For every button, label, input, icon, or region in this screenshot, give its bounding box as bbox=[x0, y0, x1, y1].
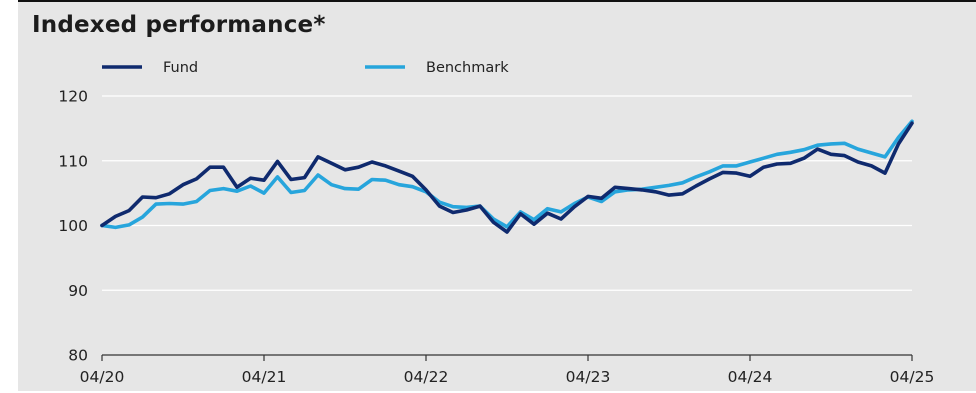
x-tick-label: 04/25 bbox=[890, 368, 935, 386]
y-tick-label: 100 bbox=[58, 217, 88, 235]
series-line-benchmark bbox=[100, 119, 914, 230]
legend-label-fund: Fund bbox=[163, 60, 198, 76]
series-line-fund bbox=[100, 121, 914, 234]
chart-title: Indexed performance* bbox=[32, 12, 326, 38]
x-tick-label: 04/23 bbox=[566, 368, 611, 386]
y-tick-label: 80 bbox=[68, 347, 88, 365]
chart-panel: Indexed performance* 80 90 100 110 120 04/20 0… bbox=[18, 0, 976, 391]
grid-layer bbox=[102, 95, 912, 291]
x-tick-label: 04/24 bbox=[728, 368, 773, 386]
y-tick-label: 110 bbox=[58, 152, 88, 170]
y-tick-label: 90 bbox=[68, 282, 88, 300]
line-chart: 80 90 100 110 120 04/20 04/21 04/22 04/23 04/24 04… bbox=[58, 60, 934, 387]
y-tick-label: 120 bbox=[58, 88, 88, 106]
axis-layer: 80 90 100 110 120 04/20 04/21 04/22 04/23 04/24 04… bbox=[58, 88, 934, 387]
legend-label-benchmark: Benchmark bbox=[426, 60, 509, 76]
x-tick-label: 04/21 bbox=[242, 368, 287, 386]
x-tick-label: 04/20 bbox=[80, 368, 125, 386]
legend: Fund Benchmark bbox=[102, 60, 509, 76]
series-layer bbox=[100, 119, 914, 234]
x-tick-label: 04/22 bbox=[404, 368, 449, 386]
